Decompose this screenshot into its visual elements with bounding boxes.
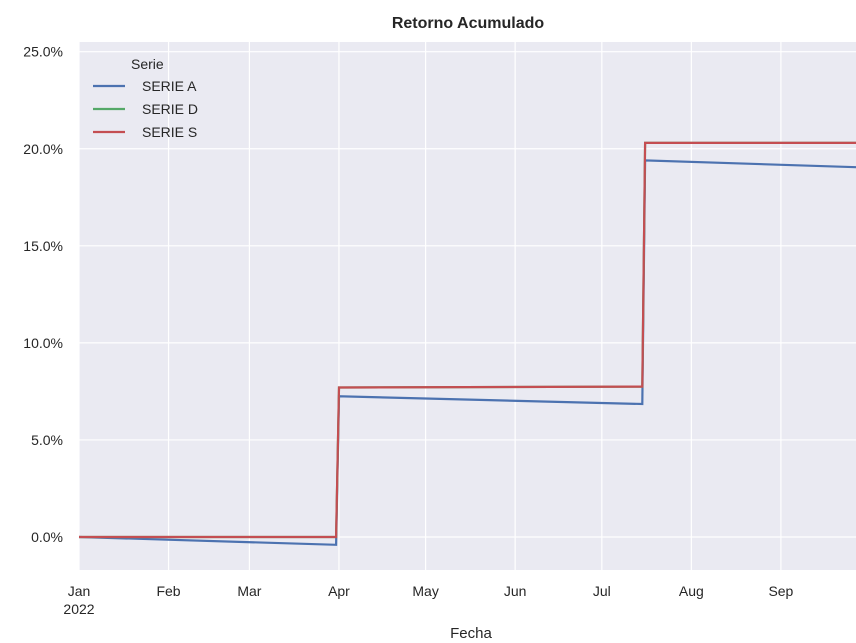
chart-title: Retorno Acumulado <box>392 15 545 32</box>
x-tick-label: Apr <box>328 583 350 599</box>
legend-entry: SERIE A <box>142 78 197 94</box>
y-tick-label: 15.0% <box>23 238 63 254</box>
y-tick-label: 5.0% <box>31 432 63 448</box>
x-tick-label: Mar <box>237 583 261 599</box>
x-tick-label: Sep <box>768 583 793 599</box>
series-line-serie-a <box>78 159 856 546</box>
x-tick-labels: Jan 2022 Feb Mar Apr May Jun Jul Aug Sep <box>63 583 793 617</box>
x-tick-label: Jun <box>504 583 527 599</box>
y-tick-label: 10.0% <box>23 335 63 351</box>
legend-title: Serie <box>131 56 164 72</box>
x-tick-sublabel: 2022 <box>63 601 94 617</box>
y-tick-label: 25.0% <box>23 44 63 60</box>
legend: Serie SERIE A SERIE D SERIE S <box>93 56 198 140</box>
legend-entry: SERIE S <box>142 124 197 140</box>
x-tick-label: Jul <box>593 583 611 599</box>
x-tick-label: May <box>412 583 438 599</box>
y-tick-label: 20.0% <box>23 141 63 157</box>
plot-area <box>79 42 856 570</box>
x-tick-label: Jan <box>68 583 91 599</box>
x-axis-label: Fecha <box>450 625 492 642</box>
grid <box>78 42 856 570</box>
series-line-serie-s <box>79 141 856 539</box>
x-tick-label: Aug <box>679 583 704 599</box>
series-lines <box>78 141 856 546</box>
y-tick-labels: 0.0% 5.0% 10.0% 15.0% 20.0% 25.0% <box>23 44 63 545</box>
x-tick-label: Feb <box>156 583 180 599</box>
legend-entry: SERIE D <box>142 101 198 117</box>
y-tick-label: 0.0% <box>31 529 63 545</box>
